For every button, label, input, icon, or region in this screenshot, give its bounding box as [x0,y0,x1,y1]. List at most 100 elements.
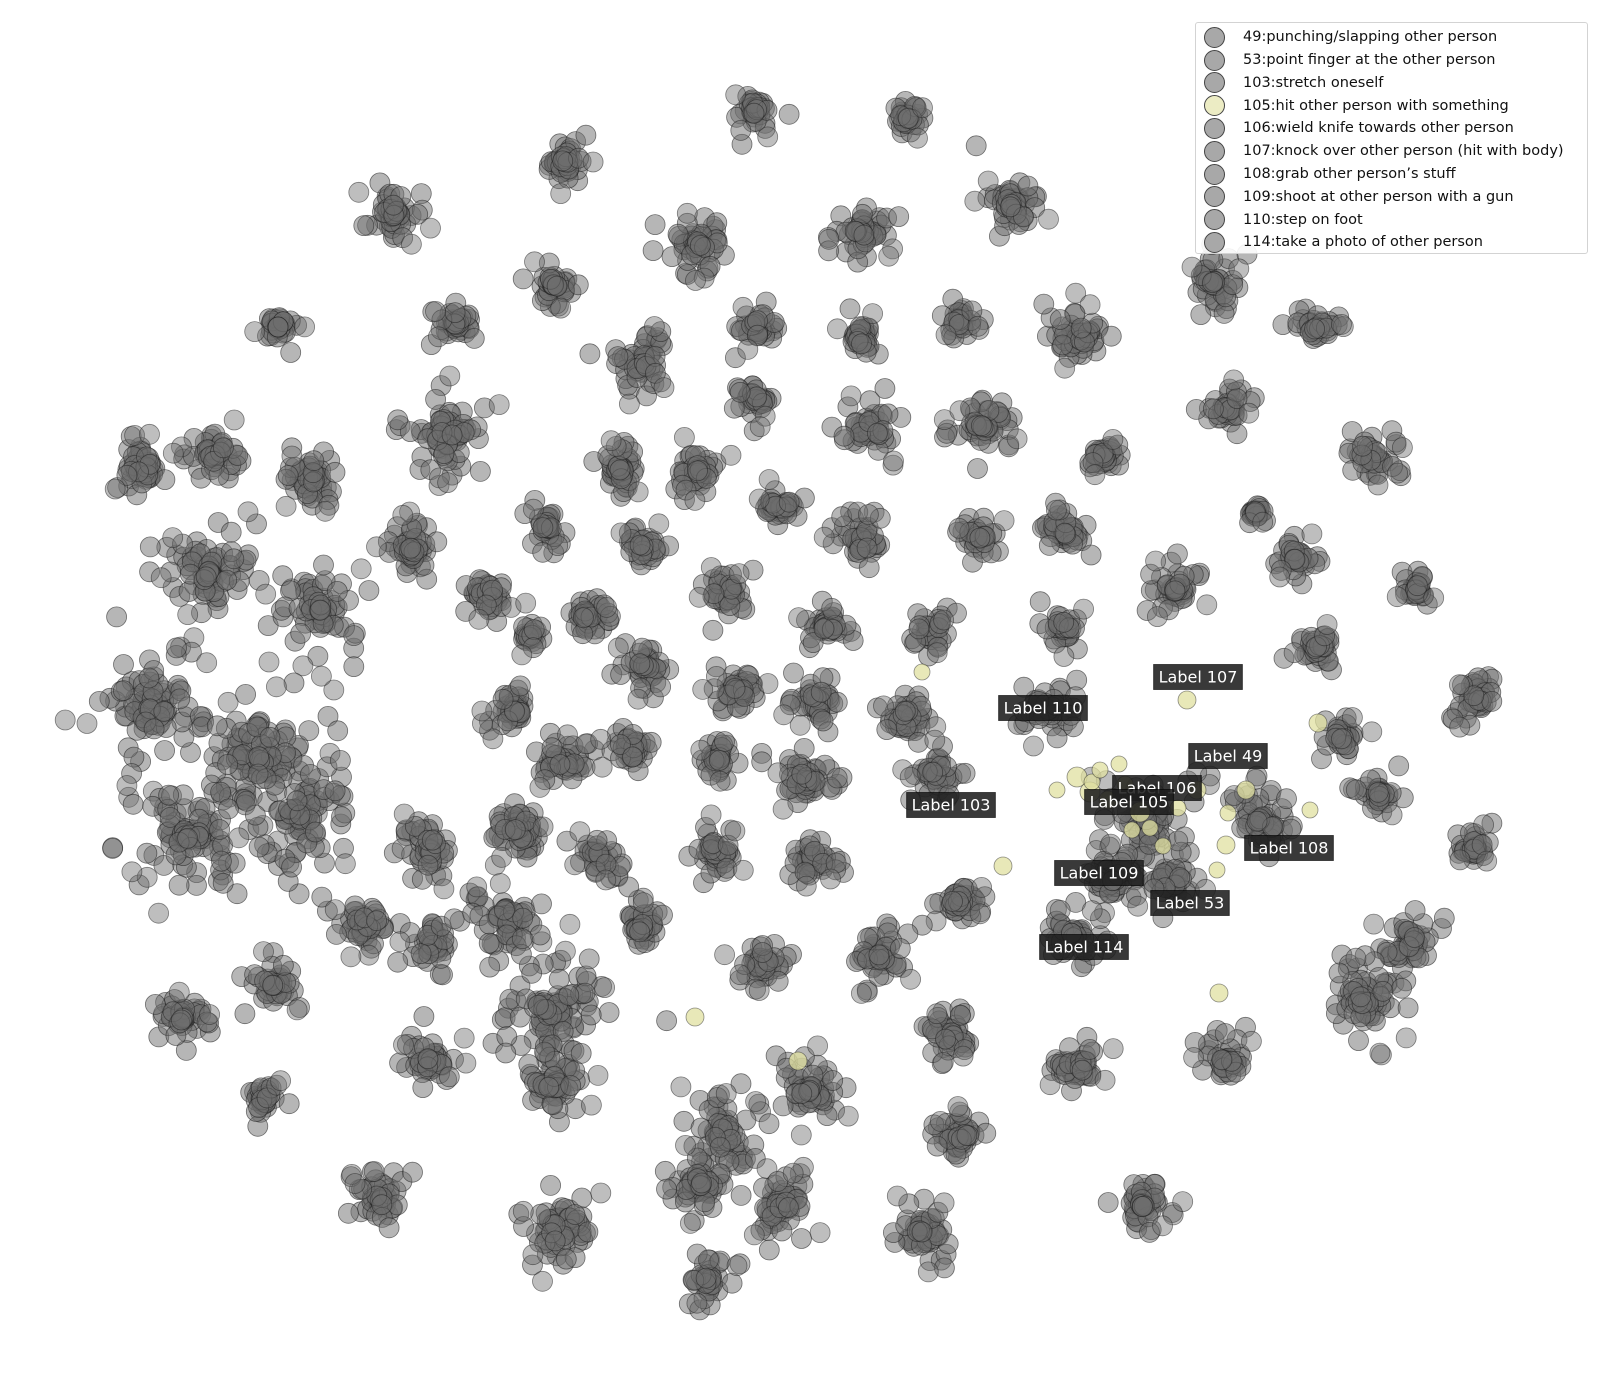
data-point [732,296,754,318]
data-point [579,343,601,365]
data-point [1381,804,1403,826]
data-point [314,500,336,522]
data-point [420,217,441,239]
data-point [839,298,861,320]
data-point [550,183,572,205]
data-point [158,784,180,806]
data-point [1164,580,1186,602]
data-point [392,227,414,249]
data-point [340,946,362,968]
data-point [840,385,862,407]
data-point [1228,258,1250,280]
data-point [358,944,380,966]
data-point [1369,1042,1391,1064]
data-point [420,334,442,356]
data-point [235,684,257,705]
data-point [818,228,840,250]
data-point [724,820,746,842]
data-point [272,954,294,976]
data-point [1449,674,1470,696]
data-point [106,606,127,628]
data-point [281,856,303,878]
data-point [1202,272,1223,294]
data-point [795,875,817,897]
data-point [820,868,841,890]
data-point [690,739,712,761]
data-point [851,983,872,1004]
data-point [1372,980,1394,1002]
data-point [1388,755,1410,777]
data-point [153,700,175,722]
data-point [1395,1027,1417,1049]
data-point [1404,927,1425,948]
data-point [262,974,284,996]
data-point [767,762,789,784]
data-point [443,908,465,930]
data-point [648,513,670,535]
data-point [889,938,911,959]
data-point [275,495,297,517]
data-point [309,599,331,621]
data-point [1029,591,1051,613]
data-point [234,1003,256,1025]
data-point [1049,309,1071,330]
data-point [1049,899,1071,921]
data-point [1367,781,1389,803]
data-point [358,580,380,601]
data-point [772,798,794,820]
data-point [427,326,449,348]
data-point [324,780,346,802]
data-point [971,877,992,898]
data-point [511,928,533,950]
data-point [148,902,170,924]
data-point [329,750,351,771]
data-point [644,214,666,236]
data-point [471,700,493,722]
data-point [1304,318,1325,340]
data-point [433,443,455,465]
data-point [113,654,134,675]
data-point [199,1004,221,1025]
data-point [720,444,742,466]
data-point [392,504,414,526]
data-point [76,713,98,734]
data-point [277,465,299,486]
data-point [578,948,600,970]
data-point [255,583,277,605]
data-point [644,316,665,337]
data-point [708,750,730,771]
data-point [1386,586,1408,608]
data-point [196,652,218,674]
data-point [1073,598,1094,620]
data-point [425,388,447,410]
data-point [324,899,346,920]
data-point [591,756,613,778]
data-point [1054,357,1076,379]
data-point [139,536,161,558]
data-point [437,472,459,494]
data-point [253,941,274,962]
data-point [699,255,721,277]
data-point [876,719,898,740]
data-point [298,720,320,741]
data-point [177,827,199,849]
data-point [693,267,715,289]
data-point [622,746,643,768]
data-point [228,827,250,849]
data-point [1079,294,1101,316]
data-point [610,522,632,544]
data-point [283,672,305,694]
data-point [856,537,878,559]
data-point [590,728,612,750]
data-point [116,775,138,796]
data-point [748,980,770,1001]
data-point [653,377,675,399]
data-point [629,534,651,556]
data-point [393,803,415,825]
data-point [967,315,989,337]
data-point [304,821,326,843]
data-point [656,1010,677,1032]
data-point [627,688,649,710]
data-point [265,676,287,698]
data-point [523,498,544,520]
